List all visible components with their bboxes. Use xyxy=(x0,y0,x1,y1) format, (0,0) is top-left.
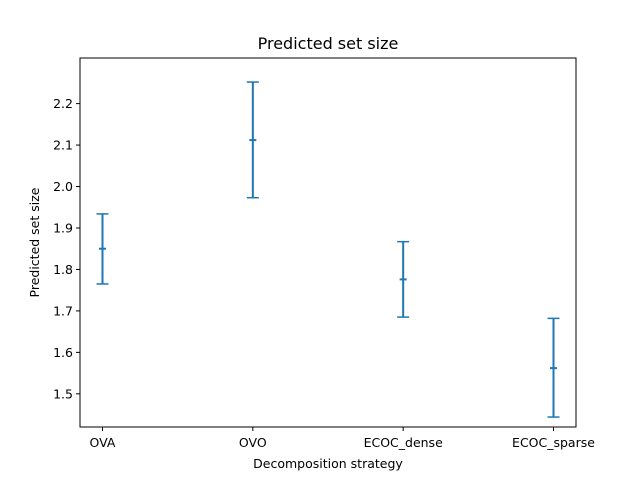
plot-area xyxy=(79,57,577,428)
errorbar-ecoc-dense xyxy=(397,240,410,318)
x-tick-label: OVA xyxy=(90,435,116,450)
x-axis: OVA OVO ECOC_dense ECOC_sparse xyxy=(90,427,595,450)
y-tick-label: 1.6 xyxy=(53,345,73,360)
y-tick-label: 2.1 xyxy=(53,138,73,153)
x-axis-label: Decomposition strategy xyxy=(253,456,403,471)
errorbar-ova xyxy=(96,213,109,285)
y-tick-label: 1.5 xyxy=(53,386,73,401)
y-tick-label: 1.7 xyxy=(53,303,73,318)
y-axis-label: Predicted set size xyxy=(27,187,42,297)
x-tick-label: ECOC_dense xyxy=(364,435,444,450)
y-axis: 1.5 1.6 1.7 1.8 1.9 2.0 2.1 2.2 xyxy=(53,96,80,401)
errorbar-ovo xyxy=(246,81,259,199)
y-tick-label: 1.8 xyxy=(53,262,73,277)
errorbar-ecoc-sparse xyxy=(547,317,560,418)
y-tick-label: 2.0 xyxy=(53,179,73,194)
x-tick-label: ECOC_sparse xyxy=(512,435,595,450)
chart-title: Predicted set size xyxy=(258,34,399,53)
x-tick-label: OVO xyxy=(239,435,267,450)
y-tick-label: 1.9 xyxy=(53,220,73,235)
y-tick-label: 2.2 xyxy=(53,96,73,111)
errorbar-series xyxy=(96,81,560,418)
